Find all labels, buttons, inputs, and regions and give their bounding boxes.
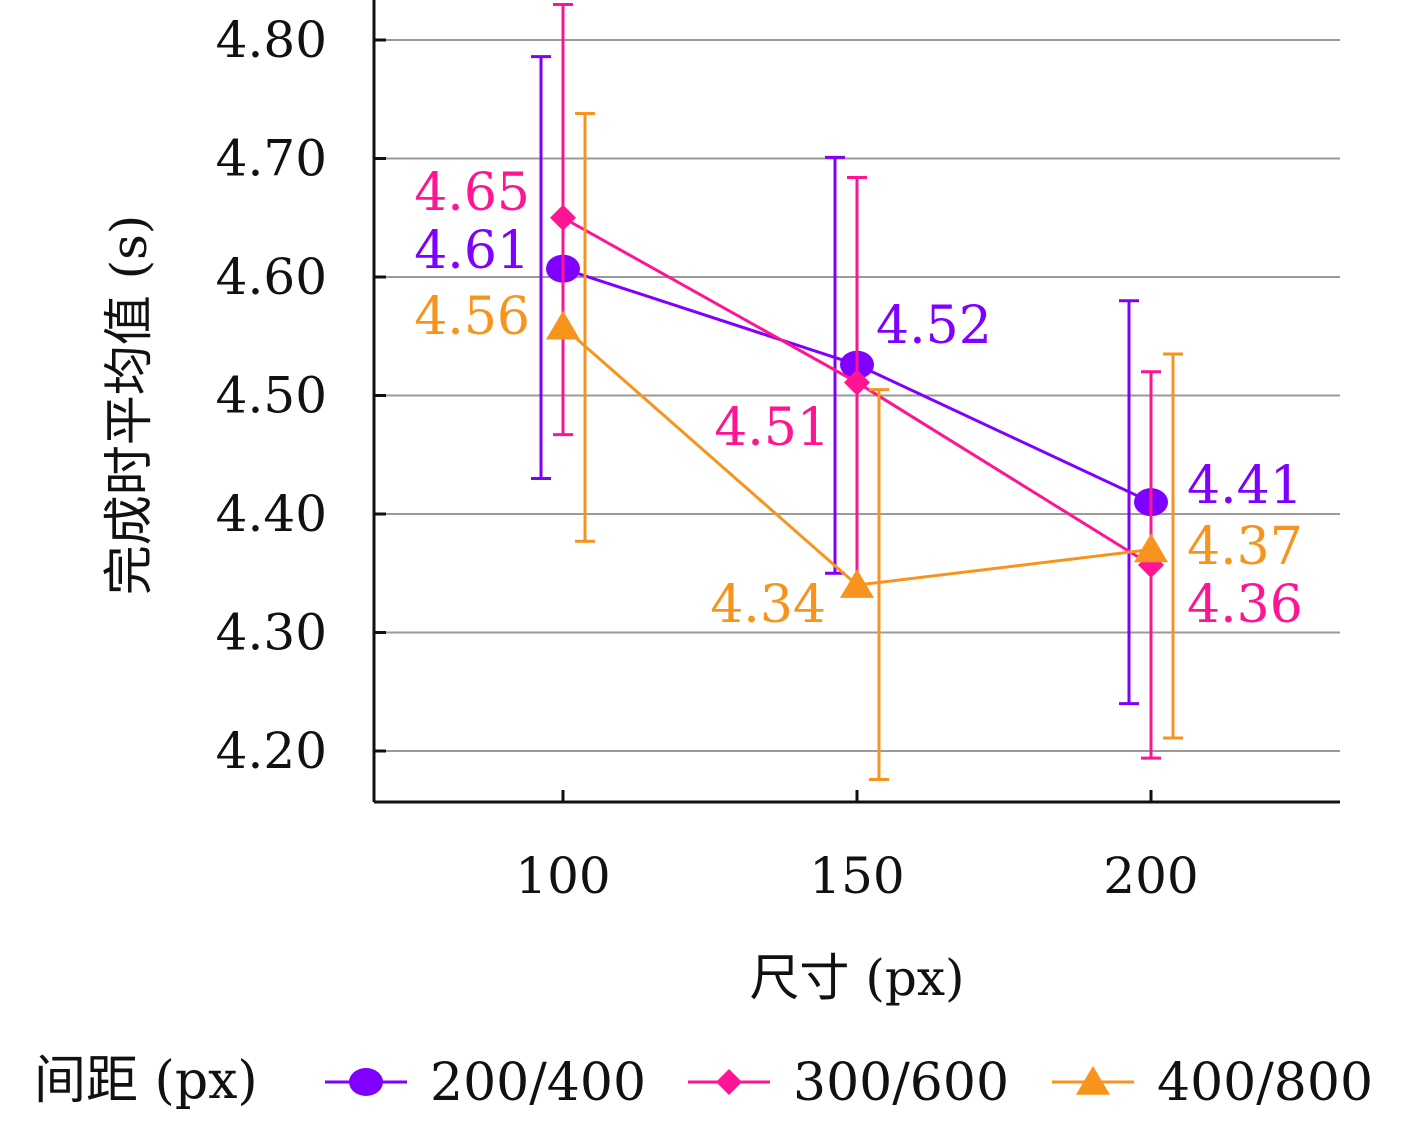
- legend-marker: [1076, 1065, 1110, 1095]
- y-tick-label: 4.80: [216, 11, 327, 69]
- legend-marker: [716, 1069, 742, 1095]
- x-axis-title: 尺寸 (px): [749, 949, 964, 1007]
- data-point: [840, 568, 874, 598]
- x-tick-label: 150: [809, 847, 904, 905]
- data-point: [844, 369, 870, 396]
- legend-label: 300/600: [793, 1053, 1009, 1113]
- y-tick-label: 4.20: [216, 722, 327, 780]
- y-ticks: 4.20 4.30 4.40 4.50 4.60 4.70 4.80: [216, 11, 386, 780]
- y-tick-label: 4.60: [216, 248, 327, 306]
- data-point: [546, 310, 580, 340]
- legend: 间距 (px) 200/400 300/600 400/800: [34, 1051, 1373, 1113]
- legend-label: 200/400: [430, 1053, 646, 1113]
- legend-item-200-400: 200/400: [325, 1053, 646, 1113]
- series: [531, 2, 1183, 781]
- data-labels: 4.61 4.52 4.41 4.65 4.51 4.36 4.56 4.34 4.37: [414, 163, 1303, 635]
- data-label: 4.52: [876, 296, 992, 356]
- legend-label: 400/800: [1157, 1053, 1373, 1113]
- y-tick-label: 4.70: [216, 130, 327, 188]
- y-axis-title: 完成时平均值 (s): [100, 215, 158, 596]
- y-tick-label: 4.30: [216, 604, 327, 662]
- legend-item-300-600: 300/600: [688, 1053, 1009, 1113]
- x-tick-label: 100: [515, 847, 610, 905]
- data-label: 4.61: [414, 221, 530, 281]
- series-400-800: [546, 111, 1183, 781]
- data-label: 4.51: [714, 398, 830, 458]
- data-label: 4.34: [710, 575, 826, 635]
- series-300-600: [550, 2, 1164, 760]
- legend-title: 间距 (px): [34, 1051, 258, 1111]
- data-label: 4.41: [1187, 456, 1303, 516]
- y-tick-label: 4.50: [216, 367, 327, 425]
- legend-marker: [349, 1068, 383, 1096]
- data-point: [1134, 533, 1168, 563]
- data-point: [550, 204, 576, 231]
- data-label: 4.37: [1187, 517, 1303, 577]
- data-label: 4.36: [1187, 575, 1303, 635]
- x-tick-label: 200: [1103, 847, 1198, 905]
- y-tick-label: 4.40: [216, 485, 327, 543]
- legend-item-400-800: 400/800: [1052, 1053, 1373, 1113]
- data-label: 4.65: [414, 163, 530, 223]
- x-ticks: 100 150 200: [515, 790, 1199, 905]
- data-label: 4.56: [414, 287, 530, 347]
